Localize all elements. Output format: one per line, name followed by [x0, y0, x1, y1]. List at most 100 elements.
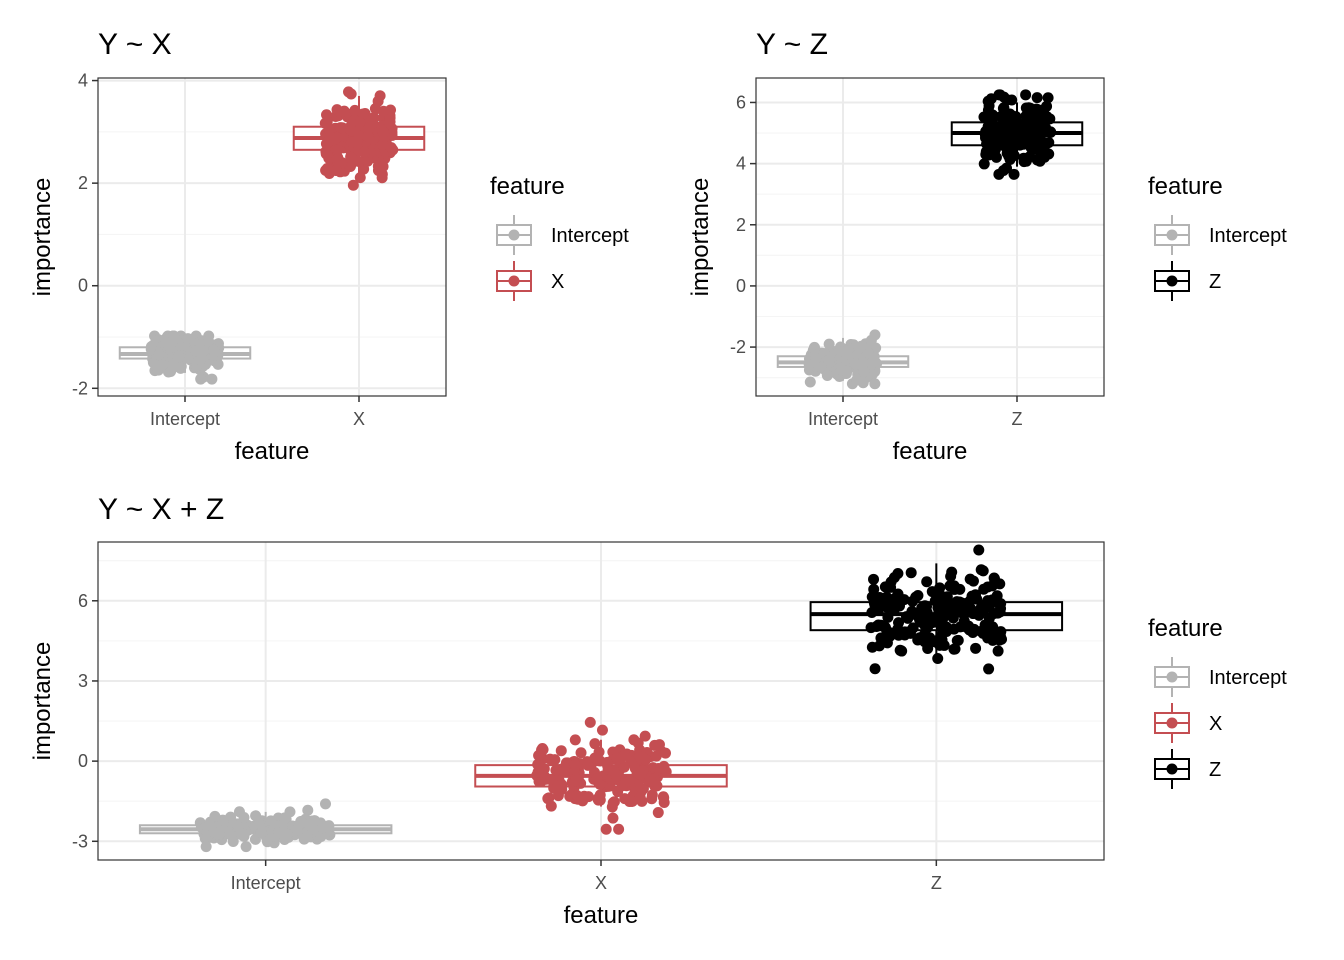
- plot-title: Y ~ X + Z: [98, 493, 224, 526]
- point: [376, 172, 388, 184]
- point: [994, 599, 1006, 611]
- plot-title: Y ~ X: [98, 28, 172, 61]
- point: [652, 807, 664, 819]
- point: [377, 139, 389, 151]
- x-tick-label: X: [595, 873, 607, 893]
- x-tick-label: Intercept: [231, 873, 301, 893]
- point: [610, 769, 622, 781]
- point: [550, 764, 562, 776]
- point: [1004, 154, 1016, 166]
- point: [345, 125, 357, 137]
- point: [906, 605, 918, 617]
- point: [924, 632, 936, 644]
- point: [823, 338, 835, 350]
- point: [869, 663, 881, 675]
- point: [354, 172, 366, 184]
- y-axis-title: importance: [29, 178, 56, 297]
- point: [1023, 102, 1035, 114]
- point: [823, 354, 835, 366]
- points-z: [978, 89, 1057, 180]
- point: [869, 378, 881, 390]
- point: [969, 589, 981, 601]
- point: [168, 330, 180, 342]
- point: [907, 595, 919, 607]
- point: [1027, 116, 1039, 128]
- point: [203, 335, 215, 347]
- point: [881, 637, 893, 649]
- point: [857, 357, 869, 369]
- point: [1034, 155, 1046, 167]
- point: [613, 823, 625, 835]
- point: [821, 369, 833, 381]
- legend-title: feature: [1148, 615, 1223, 642]
- point: [618, 761, 630, 773]
- point: [804, 376, 816, 388]
- point: [349, 104, 361, 116]
- points-x: [319, 86, 399, 191]
- panel-border: [97, 77, 447, 397]
- point: [555, 745, 567, 757]
- point: [209, 810, 221, 822]
- point: [1020, 155, 1032, 167]
- legend-item-z: Z: [1154, 261, 1221, 301]
- point: [240, 841, 252, 853]
- point: [302, 804, 314, 816]
- point: [1001, 94, 1013, 106]
- points-z: [865, 544, 1008, 675]
- point: [383, 117, 395, 129]
- point: [1008, 168, 1020, 180]
- point: [653, 739, 665, 751]
- y-tick-label: 4: [78, 71, 88, 91]
- point: [986, 110, 998, 122]
- point: [321, 148, 333, 160]
- point: [964, 624, 976, 636]
- point: [250, 810, 262, 822]
- point: [868, 583, 880, 595]
- y-tick-label: 6: [78, 591, 88, 611]
- point: [315, 831, 327, 843]
- point: [346, 136, 358, 148]
- point: [195, 354, 207, 366]
- legend-key-point: [1166, 275, 1178, 287]
- point: [992, 645, 1004, 657]
- point: [209, 346, 221, 358]
- plot-title: Y ~ Z: [756, 28, 828, 61]
- legend-key-point: [1166, 671, 1178, 683]
- point: [619, 793, 631, 805]
- panel-border: [755, 77, 1105, 397]
- point: [549, 754, 561, 766]
- point: [550, 782, 562, 794]
- point: [983, 149, 995, 161]
- box-x: [474, 716, 728, 835]
- point: [993, 634, 1005, 646]
- point: [332, 144, 344, 156]
- point: [988, 607, 1000, 619]
- y-tick-label: 2: [78, 173, 88, 193]
- point: [896, 645, 908, 657]
- point: [935, 622, 947, 634]
- point: [385, 142, 397, 154]
- point: [362, 155, 374, 167]
- point: [1034, 107, 1046, 119]
- point: [916, 602, 928, 614]
- point: [892, 590, 904, 602]
- point: [208, 826, 220, 838]
- point: [317, 822, 329, 834]
- legend-item-z: Z: [1154, 749, 1221, 789]
- y-tick-label: 0: [78, 276, 88, 296]
- point: [534, 760, 546, 772]
- point: [836, 364, 848, 376]
- point: [156, 359, 168, 371]
- point: [377, 127, 389, 139]
- point: [543, 792, 555, 804]
- point: [946, 566, 958, 578]
- y-tick-label: 4: [736, 154, 746, 174]
- point: [991, 590, 1003, 602]
- legend-label: X: [551, 271, 564, 293]
- plot-y-z: -2 0 2 4 6 Intercept Z Y ~ Z feature importance fe…: [687, 28, 1287, 465]
- point: [636, 751, 648, 763]
- point: [939, 593, 951, 605]
- point: [870, 620, 882, 632]
- legend-key-point: [508, 229, 520, 241]
